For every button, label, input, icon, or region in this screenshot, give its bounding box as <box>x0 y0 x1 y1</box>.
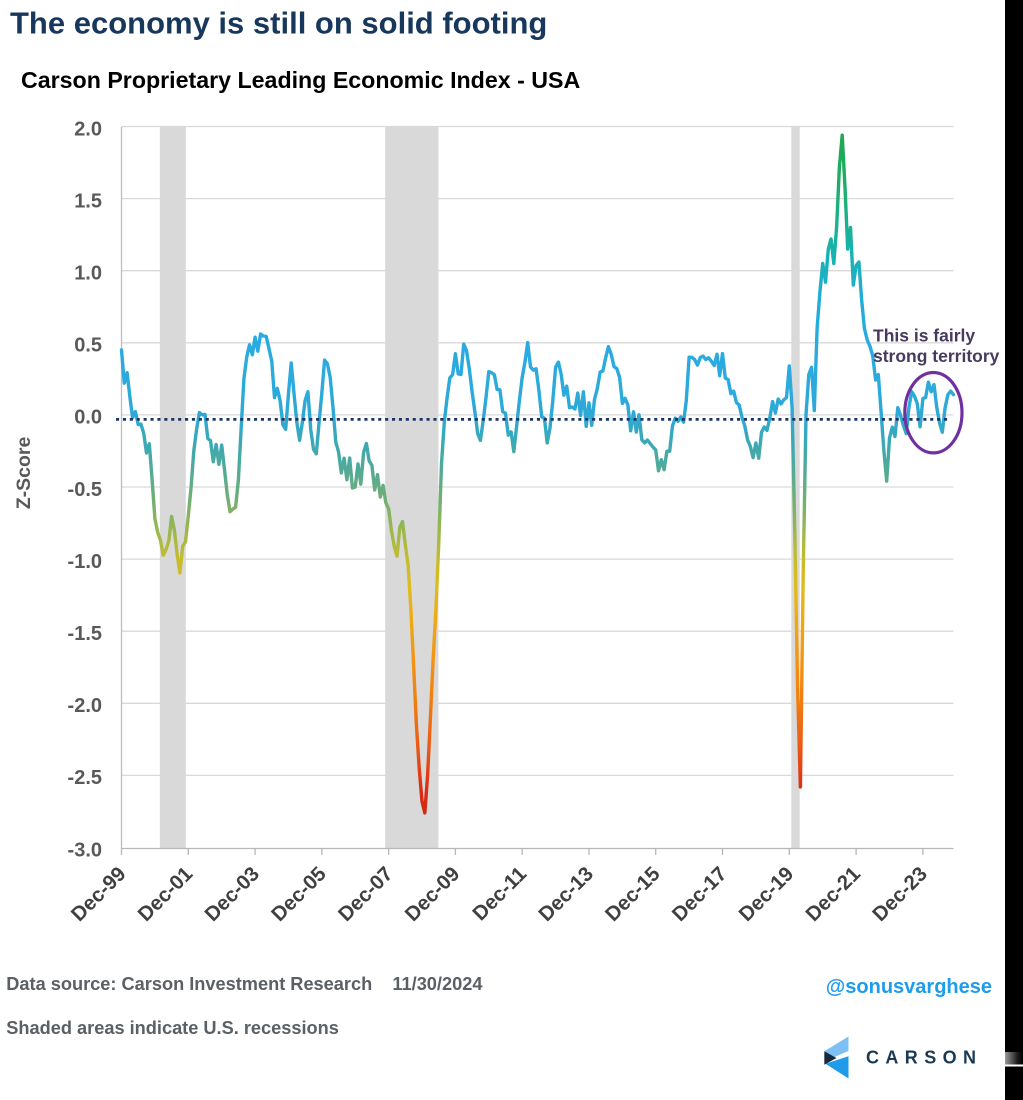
svg-text:-0.5: -0.5 <box>68 479 102 501</box>
svg-text:-1.5: -1.5 <box>68 623 102 645</box>
svg-text:-2.0: -2.0 <box>68 695 102 717</box>
svg-text:Data source: Carson Investment: Data source: Carson Investment Research … <box>6 974 483 994</box>
svg-text:CARSON: CARSON <box>866 1048 982 1068</box>
svg-text:The economy is still on solid: The economy is still on solid footing <box>10 6 547 41</box>
svg-text:-3.0: -3.0 <box>68 839 102 861</box>
svg-text:-1.0: -1.0 <box>68 551 102 573</box>
svg-text:This is fairly: This is fairly <box>873 326 975 346</box>
svg-text:0.5: 0.5 <box>74 335 102 357</box>
svg-text:-2.5: -2.5 <box>68 767 102 789</box>
svg-text:Carson Proprietary Leading Eco: Carson Proprietary Leading Economic Inde… <box>21 67 580 93</box>
svg-text:1.5: 1.5 <box>74 190 102 212</box>
svg-text:2.0: 2.0 <box>74 118 102 140</box>
svg-text:Z-Score: Z-Score <box>13 437 35 510</box>
svg-text:@sonusvarghese: @sonusvarghese <box>826 976 992 998</box>
svg-text:Shaded areas indicate U.S. rec: Shaded areas indicate U.S. recessions <box>6 1018 339 1038</box>
svg-text:0.0: 0.0 <box>74 407 102 429</box>
svg-text:1.0: 1.0 <box>74 263 102 285</box>
svg-text:strong territory: strong territory <box>873 346 1000 366</box>
